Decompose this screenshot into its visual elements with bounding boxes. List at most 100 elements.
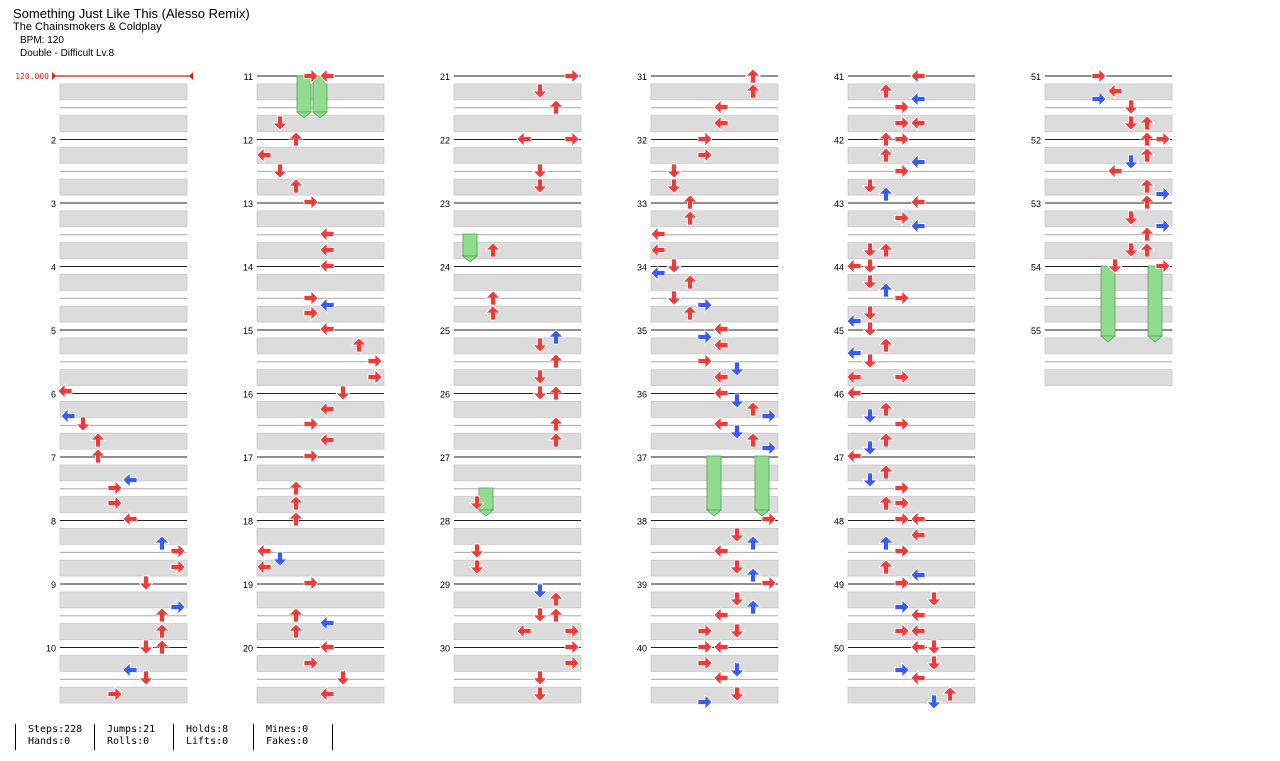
arrow-note-icon: [107, 495, 123, 511]
arrow-note-icon: [532, 670, 548, 686]
measure-number: 18: [243, 517, 253, 527]
arrow-shape: [303, 68, 319, 84]
beat-stripe: [59, 432, 188, 450]
arrow-note-icon: [666, 163, 682, 179]
beat-stripe: [59, 337, 188, 355]
measure-number: 44: [834, 263, 844, 273]
arrow-shape: [745, 567, 761, 583]
arrow-note-icon: [910, 567, 926, 583]
arrow-shape: [894, 163, 910, 179]
beat-stripe: [256, 178, 385, 196]
beat-stripe: [847, 274, 976, 291]
arrow-note-icon: [697, 623, 713, 639]
stat-mines: Mines:0: [266, 724, 309, 735]
beat-stripe: [59, 496, 188, 513]
arrow-note-icon: [666, 258, 682, 274]
hold-body: [1100, 265, 1116, 337]
hold-tail: [753, 509, 771, 517]
measure-number: 3: [51, 199, 56, 209]
beat-stripe: [453, 369, 582, 386]
arrow-shape: [272, 163, 288, 179]
beat-stripe: [847, 305, 976, 323]
arrow-shape: [548, 607, 564, 623]
arrow-shape: [154, 623, 170, 639]
arrow-shape: [532, 178, 548, 194]
arrow-note-icon: [846, 313, 862, 329]
arrow-shape: [713, 670, 729, 686]
arrow-note-icon: [910, 218, 926, 234]
arrow-shape: [107, 495, 123, 511]
beat-stripe: [256, 337, 385, 355]
bpm-start-marker: [52, 72, 56, 80]
measure-number: 38: [637, 517, 647, 527]
arrow-shape: [862, 305, 878, 321]
arrow-shape: [75, 416, 91, 432]
beat-stripe: [256, 210, 385, 228]
beat-stripe: [256, 496, 385, 513]
measure-number: 36: [637, 390, 647, 400]
arrow-shape: [894, 115, 910, 131]
arrow-shape: [862, 258, 878, 274]
arrow-shape: [894, 575, 910, 591]
arrow-shape: [894, 416, 910, 432]
arrow-note-icon: [910, 194, 926, 210]
beat-stripe: [256, 591, 385, 609]
arrow-note-icon: [713, 607, 729, 623]
arrow-note-icon: [697, 655, 713, 671]
note-chart-svg: 2345678910111213141516171819202122232425…: [15, 68, 1173, 710]
beat-stripe: [453, 337, 582, 355]
arrow-shape: [862, 178, 878, 194]
beat-stripe: [256, 623, 385, 640]
hold-tail: [1146, 335, 1164, 343]
arrow-shape: [682, 274, 698, 290]
arrow-shape: [910, 527, 926, 543]
arrow-shape: [1155, 131, 1171, 147]
arrow-shape: [666, 258, 682, 274]
arrow-shape: [894, 495, 910, 511]
hold-tail: [477, 509, 495, 517]
arrow-shape: [894, 511, 910, 527]
beat-stripe: [59, 655, 188, 672]
arrow-shape: [713, 369, 729, 385]
arrow-shape: [532, 369, 548, 385]
arrow-shape: [697, 353, 713, 369]
arrow-note-icon: [303, 194, 319, 210]
arrow-note-icon: [697, 147, 713, 163]
arrow-note-icon: [729, 559, 745, 575]
measure-number: 51: [1031, 72, 1041, 82]
arrow-note-icon: [894, 623, 910, 639]
difficulty-label: Double - Difficult Lv.8: [20, 48, 115, 59]
arrow-shape: [564, 639, 580, 655]
arrow-shape: [862, 408, 878, 424]
arrow-note-icon: [926, 639, 942, 655]
arrow-shape: [878, 282, 894, 298]
measure-number: 12: [243, 136, 253, 146]
arrow-note-icon: [319, 639, 335, 655]
arrow-note-icon: [942, 686, 958, 702]
arrow-note-icon: [288, 178, 304, 194]
arrow-shape: [532, 670, 548, 686]
arrow-shape: [485, 305, 501, 321]
beat-stripe: [256, 686, 385, 704]
stat-lifts: Lifts:0: [186, 736, 229, 747]
arrow-shape: [303, 305, 319, 321]
measure-number: 30: [440, 644, 450, 654]
arrow-shape: [516, 131, 532, 147]
arrow-note-icon: [729, 361, 745, 377]
arrow-shape: [745, 432, 761, 448]
measure-number: 43: [834, 199, 844, 209]
arrow-note-icon: [90, 432, 106, 448]
arrow-note-icon: [878, 432, 894, 448]
arrow-shape: [256, 559, 272, 575]
arrow-shape: [288, 607, 304, 623]
arrow-note-icon: [862, 305, 878, 321]
arrow-note-icon: [713, 115, 729, 131]
measure-number: 7: [51, 453, 56, 463]
beat-stripe: [650, 401, 779, 418]
arrow-note-icon: [926, 591, 942, 607]
arrow-shape: [57, 383, 73, 399]
arrow-note-icon: [548, 432, 564, 448]
arrow-note-icon: [910, 154, 926, 170]
arrow-shape: [697, 131, 713, 147]
beat-stripe: [59, 528, 188, 545]
